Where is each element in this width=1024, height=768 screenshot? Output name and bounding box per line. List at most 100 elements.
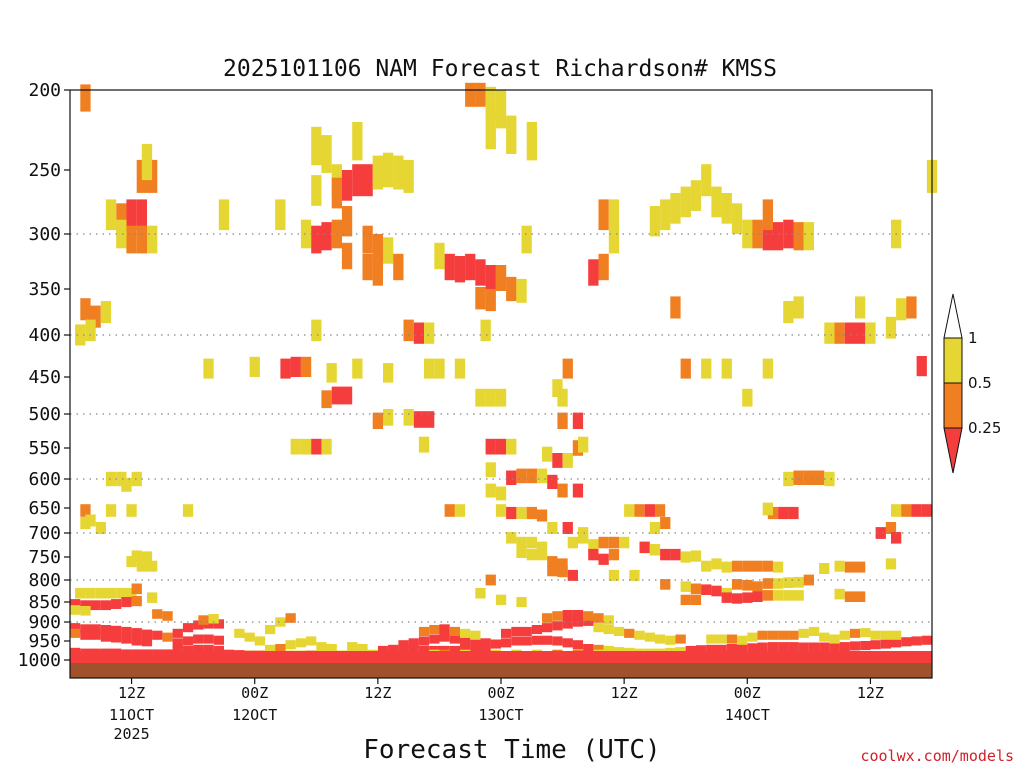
heatmap-cell xyxy=(603,645,614,655)
heatmap-cell xyxy=(578,532,589,544)
heatmap-cell xyxy=(403,159,414,193)
heatmap-cell xyxy=(316,642,327,652)
heatmap-cell xyxy=(901,504,912,517)
heatmap-cell xyxy=(75,587,86,599)
heatmap-cell xyxy=(495,486,507,501)
heatmap-cell xyxy=(767,642,779,652)
heatmap-cell xyxy=(506,115,517,154)
y-tick-label: 750 xyxy=(28,547,61,568)
y-tick-label: 550 xyxy=(28,438,61,459)
heatmap-cell xyxy=(506,532,517,544)
heatmap-cell xyxy=(393,253,404,281)
heatmap-cell xyxy=(80,517,91,529)
heatmap-cell xyxy=(331,177,342,209)
heatmap-cell xyxy=(619,536,630,549)
heatmap-cell xyxy=(311,438,322,455)
heatmap-cell xyxy=(434,242,445,270)
heatmap-cell xyxy=(562,638,573,648)
heatmap-cell xyxy=(383,237,394,264)
heatmap-cell xyxy=(213,635,224,645)
heatmap-cell xyxy=(526,548,537,561)
heatmap-cell xyxy=(911,504,922,517)
heatmap-cell xyxy=(275,644,286,654)
legend-label: 1 xyxy=(968,329,978,347)
heatmap-cell xyxy=(147,560,158,572)
heatmap-cell xyxy=(90,600,101,611)
heatmap-cell xyxy=(95,587,106,599)
credit-text: coolwx.com/models xyxy=(860,747,1014,765)
heatmap-cell xyxy=(680,551,691,563)
heatmap-cell xyxy=(454,256,466,283)
heatmap-cell xyxy=(654,504,666,517)
heatmap-cell xyxy=(542,613,553,623)
heatmap-cell xyxy=(506,438,517,455)
heatmap-cell xyxy=(485,438,496,455)
heatmap-cell xyxy=(916,356,927,377)
heatmap-cell xyxy=(444,253,455,281)
heatmap-cell xyxy=(300,356,312,377)
gridlines xyxy=(70,233,932,623)
heatmap-cell xyxy=(126,587,137,599)
heatmap-cell xyxy=(454,504,466,517)
heatmap-cell xyxy=(485,86,496,119)
legend: 1 0.5 0.25 xyxy=(943,293,1001,474)
heatmap-cell xyxy=(131,583,142,595)
heatmap-cell xyxy=(182,623,194,633)
heatmap-cell xyxy=(485,289,496,312)
heatmap-cell xyxy=(475,388,486,407)
heatmap-cell xyxy=(265,644,276,654)
heatmap-cell xyxy=(480,644,491,654)
heatmap-cell xyxy=(649,544,661,556)
legend-swatch xyxy=(943,337,963,384)
heatmap-cell xyxy=(547,474,558,489)
heatmap-cell xyxy=(383,363,394,383)
x-tick-label: 12Z xyxy=(118,684,145,702)
heatmap-cell xyxy=(798,642,809,652)
heatmap-cell xyxy=(711,186,722,218)
heatmap-cell xyxy=(557,566,568,578)
heatmap-cell xyxy=(311,319,322,342)
heatmap-cell xyxy=(880,630,891,640)
heatmap-cell xyxy=(572,483,584,498)
heatmap-cell xyxy=(141,637,153,647)
heatmap-cell xyxy=(372,412,383,429)
heatmap-cell xyxy=(578,436,589,453)
heatmap-cell xyxy=(557,412,568,429)
heatmap-cell xyxy=(172,638,183,648)
heatmap-cell xyxy=(70,599,81,609)
heatmap-cell xyxy=(690,594,702,605)
heatmap-cell xyxy=(516,536,527,549)
heatmap-cell xyxy=(506,276,517,302)
heatmap-cell xyxy=(372,259,383,286)
heatmap-cell xyxy=(516,597,527,608)
heatmap-cell xyxy=(593,644,604,654)
heatmap-cell xyxy=(506,470,517,485)
heatmap-cell xyxy=(136,225,147,254)
heatmap-cell xyxy=(855,561,866,573)
x-tick-label: 12Z xyxy=(611,684,638,702)
heatmap-cell xyxy=(880,639,891,649)
heatmap-cell xyxy=(116,587,127,599)
heatmap-cell xyxy=(829,634,840,644)
heatmap-cell xyxy=(680,186,691,218)
heatmap-cell xyxy=(70,605,81,615)
heatmap-cell xyxy=(788,506,799,520)
heatmap-cell xyxy=(470,644,481,654)
heatmap-cell xyxy=(300,219,312,249)
heatmap-cell xyxy=(454,358,466,379)
x-tick-date: 14OCT xyxy=(725,706,770,724)
y-tick-label: 900 xyxy=(28,612,61,633)
plot-frame xyxy=(69,89,933,679)
heatmap-cell xyxy=(362,253,373,281)
heatmap-cell xyxy=(193,620,204,630)
heatmap-cell xyxy=(649,522,661,534)
heatmap-cell xyxy=(162,632,173,642)
heatmap-cell xyxy=(542,635,553,645)
heatmap-cell xyxy=(475,259,486,286)
heatmap-cell xyxy=(182,645,194,655)
heatmap-cell xyxy=(193,644,204,654)
heatmap-cell xyxy=(501,638,512,648)
heatmap-cell xyxy=(131,471,142,487)
heatmap-cell xyxy=(203,358,214,379)
heatmap-cell xyxy=(701,584,712,595)
